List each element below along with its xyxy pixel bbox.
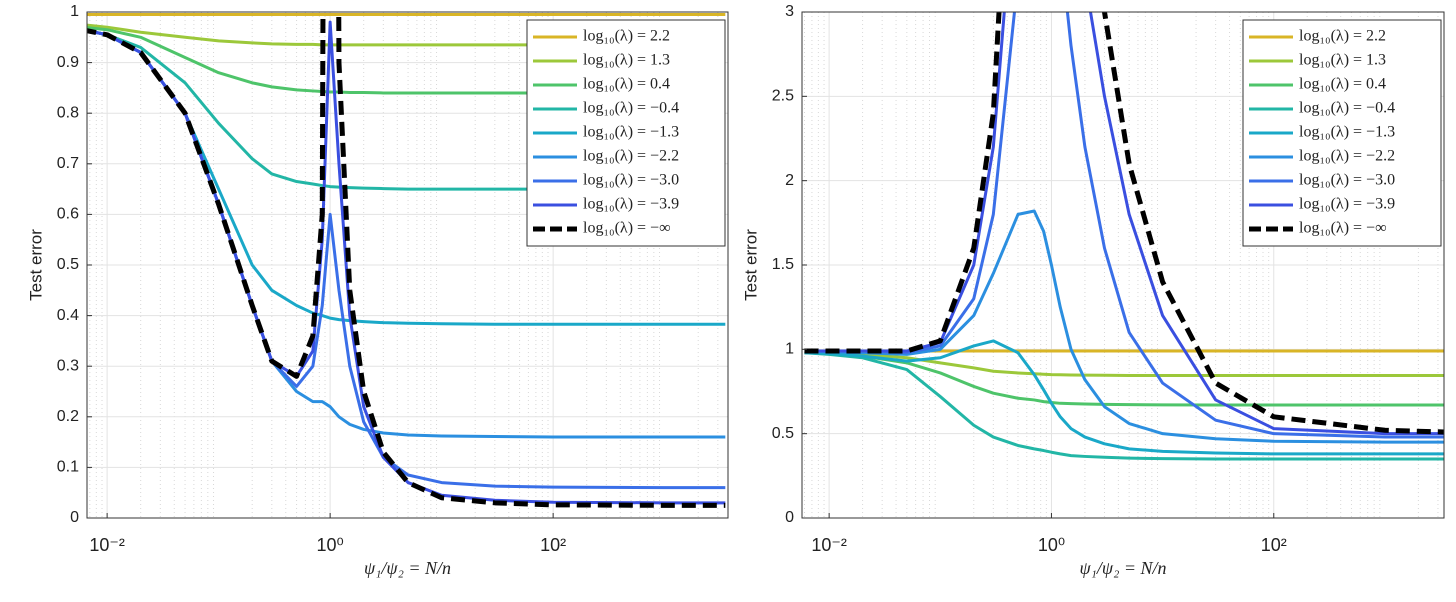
y-tick-label: 1.5 [772, 256, 794, 273]
x-axis-label: ψ₁/ψ₂ = N/n [364, 558, 451, 578]
x-tick-label: 10⁰ [317, 535, 344, 555]
legend-label: log₁₀(λ) = −0.4 [1299, 100, 1395, 117]
y-axis-label: Test error [741, 229, 760, 301]
legend-label: log₁₀(λ) = −0.4 [583, 100, 679, 117]
series-line [804, 12, 1444, 439]
legend-label: log₁₀(λ) = −∞ [1299, 220, 1386, 237]
legend-label: log₁₀(λ) = 0.4 [583, 76, 670, 93]
legend-label: log₁₀(λ) = 0.4 [1299, 76, 1386, 93]
series-line [87, 26, 726, 95]
legend-label: log₁₀(λ) = −2.2 [1299, 148, 1395, 165]
legend-label: log₁₀(λ) = −∞ [583, 220, 670, 237]
legend-label: log₁₀(λ) = −1.3 [583, 124, 679, 141]
plot: 0 0.5 1 1.5 2 2.5 3 10⁻² 10⁰ 10² ψ₁/ψ₂ = N/n Test e… [741, 3, 1445, 578]
legend-label: log₁₀(λ) = −3.9 [583, 196, 679, 213]
y-tick-label: 0.4 [57, 307, 79, 324]
legend-label: log₁₀(λ) = −3.9 [1299, 196, 1395, 213]
x-tick-label: 10⁻² [89, 535, 125, 555]
x-axis-label: ψ₁/ψ₂ = N/n [1079, 558, 1166, 578]
series-line [87, 29, 726, 326]
y-tick-label: 2 [785, 172, 794, 189]
y-tick-label: 0.5 [772, 425, 794, 442]
legend-label: log₁₀(λ) = −3.0 [1299, 172, 1395, 189]
series-group [804, 12, 1444, 461]
y-tick-label: 0.5 [57, 256, 79, 273]
legend-label: log₁₀(λ) = 1.3 [1299, 52, 1386, 69]
x-tick-label: 10² [1261, 535, 1287, 555]
series-line [87, 12, 726, 508]
y-tick-label: 0.9 [57, 54, 79, 71]
legend-label: log₁₀(λ) = 2.2 [583, 28, 670, 45]
legend: log₁₀(λ) = 2.2 log₁₀(λ) = 1.3 log₁₀(λ) = 0… [526, 19, 726, 247]
y-tick-label: 0.2 [57, 408, 79, 425]
x-tick-label: 10⁻² [811, 535, 847, 555]
series-line [87, 29, 726, 191]
series-line [804, 339, 1444, 456]
y-tick-label: 1 [785, 341, 794, 358]
y-tick-label: 0.8 [57, 104, 79, 121]
series-line [804, 209, 1444, 444]
y-tick-label: 1 [70, 3, 79, 20]
legend-label: log₁₀(λ) = 1.3 [583, 52, 670, 69]
y-tick-label: 0.1 [57, 459, 79, 476]
legend: log₁₀(λ) = 2.2 log₁₀(λ) = 1.3 log₁₀(λ) = 0… [1242, 19, 1442, 247]
y-axis-label: Test error [26, 229, 45, 301]
series-group [87, 12, 726, 508]
y-tick-label: 0 [70, 509, 79, 526]
legend-label: log₁₀(λ) = −2.2 [583, 148, 679, 165]
y-tick-label: 0.7 [57, 155, 79, 172]
legend-label: log₁₀(λ) = −1.3 [1299, 124, 1395, 141]
plot: 0 0.1 0.2 0.3 0.4 0.5 0.6 0.7 0.8 0.9 1 10⁻² 10⁰ 10² ψ… [26, 3, 729, 578]
x-tick-label: 10⁰ [1038, 535, 1065, 555]
legend-label: log₁₀(λ) = 2.2 [1299, 28, 1386, 45]
y-tick-label: 0.6 [57, 206, 79, 223]
y-tick-label: 0.3 [57, 357, 79, 374]
series-line [804, 12, 1444, 435]
legend-label: log₁₀(λ) = −3.0 [583, 172, 679, 189]
series-line [804, 351, 1444, 461]
y-tick-label: 3 [785, 3, 794, 20]
x-tick-label: 10² [540, 535, 566, 555]
y-tick-label: 2.5 [772, 88, 794, 105]
y-tick-label: 0 [785, 509, 794, 526]
